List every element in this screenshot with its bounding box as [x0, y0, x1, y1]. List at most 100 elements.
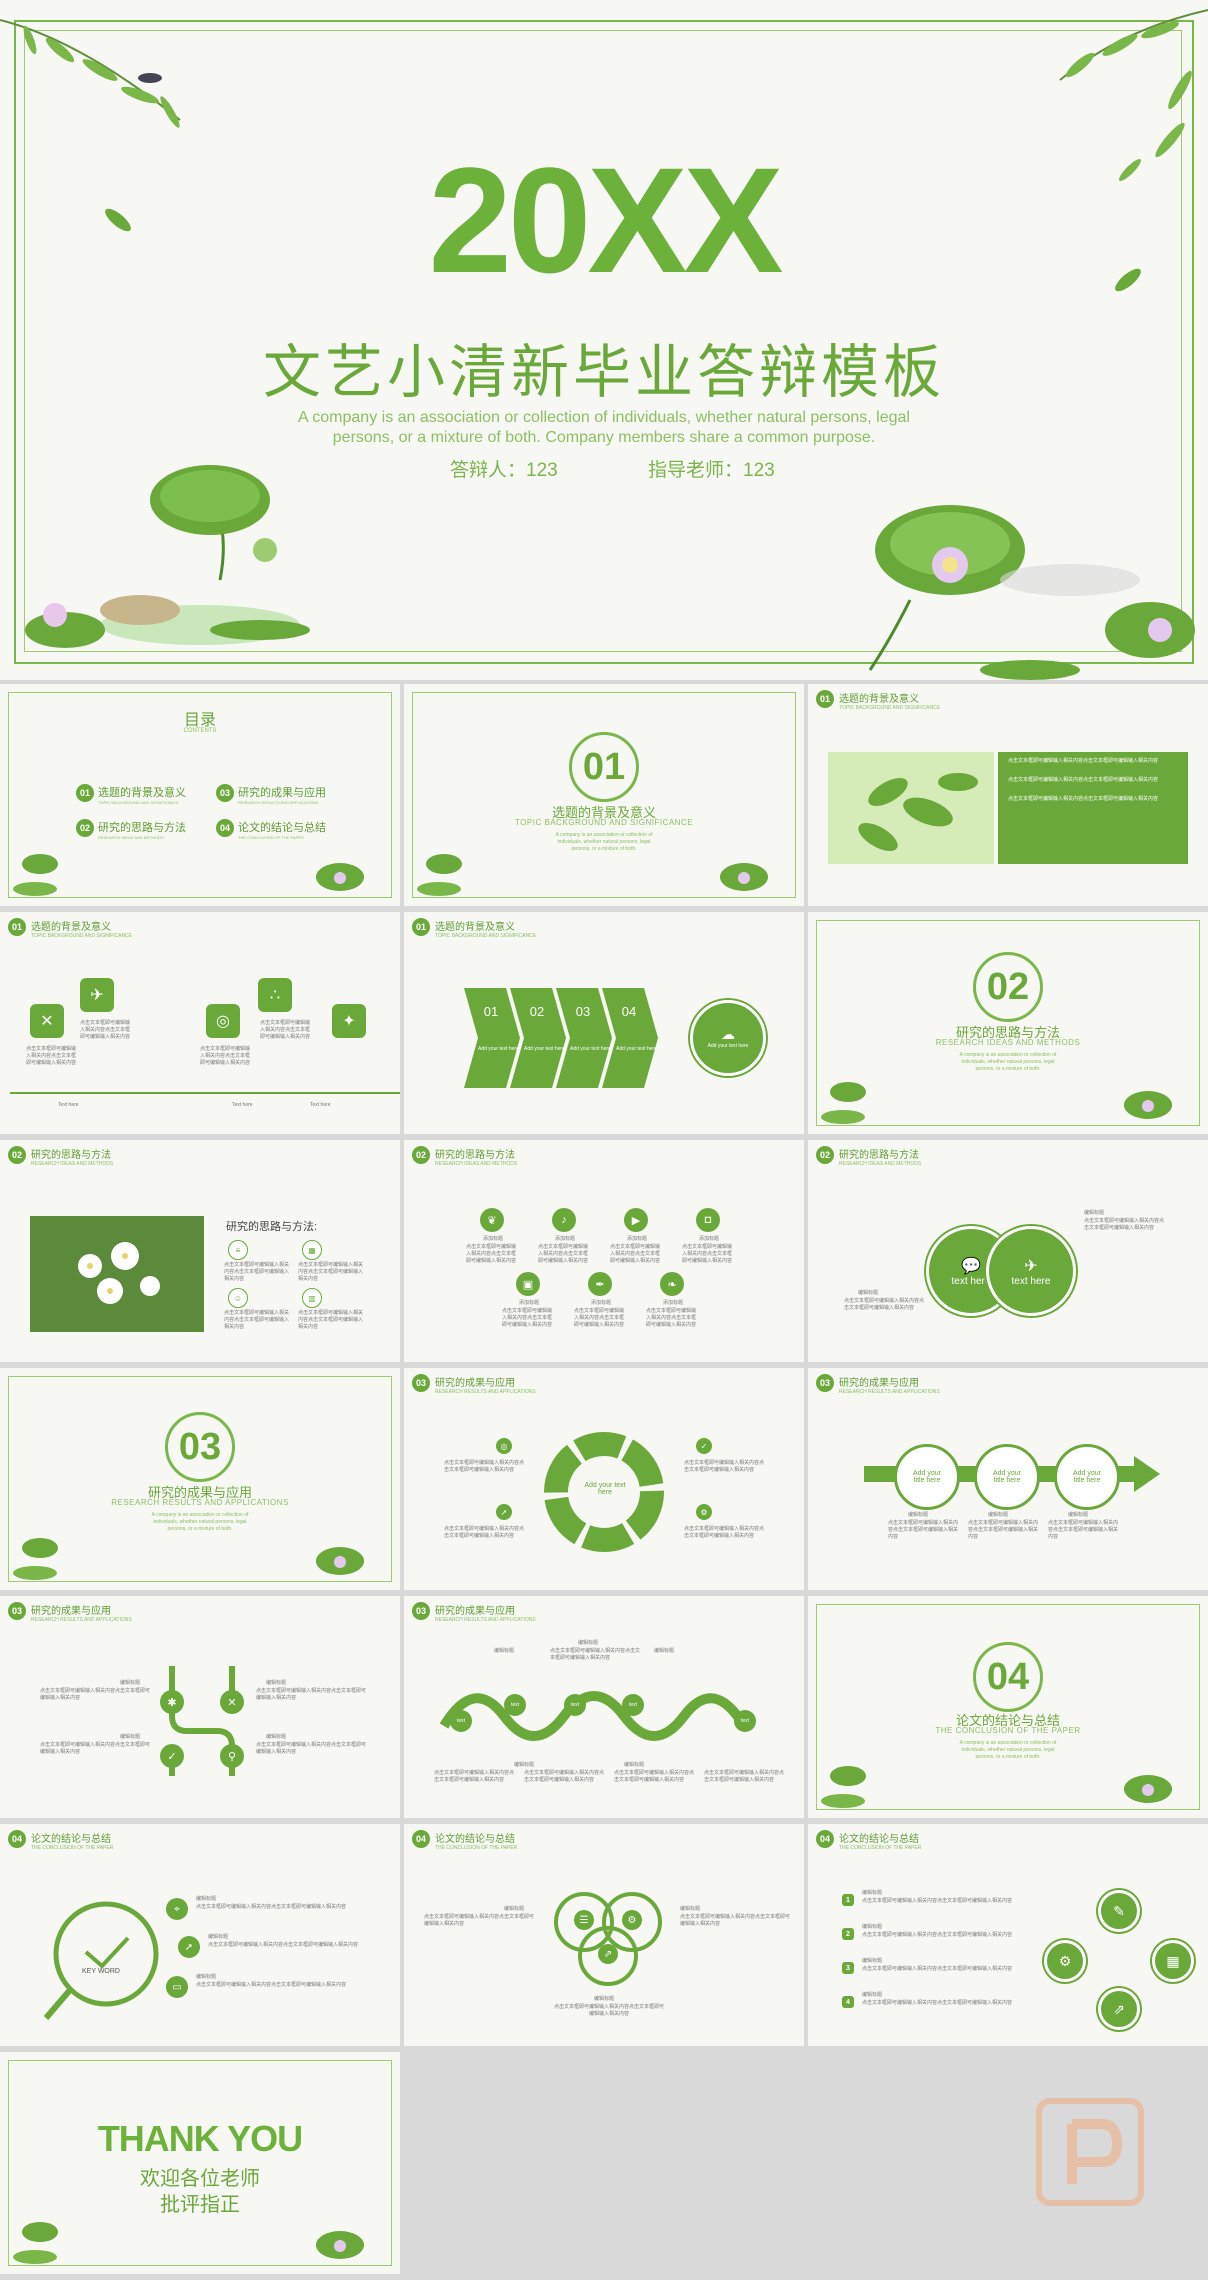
- leaves-photo: [828, 752, 994, 864]
- lotus-flower-illustration: [868, 505, 1195, 680]
- gear-icon: ⚙: [696, 1504, 712, 1520]
- leaf-icon: [1115, 268, 1141, 292]
- slide-header: 02 研究的思路与方法 RESEARCH IDEAS AND METHODS: [412, 1146, 517, 1167]
- magnifier-icon: [43, 1901, 159, 2020]
- content-slide[interactable]: 03 研究的成果与应用 RESEARCH RESULTS AND APPLICATI…: [404, 1596, 804, 1818]
- slide-header: 01 选题的背景及意义 TOPIC BACKGROUND AND SIGNIFICA…: [816, 690, 940, 711]
- cycle-ring: [544, 1432, 664, 1552]
- target-icon: ◎: [496, 1438, 512, 1454]
- search-icon: ⚲: [220, 1744, 244, 1768]
- plane-icon: ✈: [80, 978, 114, 1012]
- slide-border: [816, 1604, 1200, 1810]
- cover-slide[interactable]: 20XX 文艺小清新毕业答辩模板 A company is an associa…: [0, 0, 1208, 680]
- thank-you-slide[interactable]: THANK YOU 欢迎各位老师 批评指正: [0, 2052, 400, 2274]
- main-title: 文艺小清新毕业答辩模板: [262, 338, 945, 406]
- tools-icon: ✕: [30, 1004, 64, 1038]
- lotus-icon: [417, 854, 462, 896]
- section-number: 02: [973, 952, 1043, 1022]
- chat-icon: 💬: [961, 1257, 981, 1275]
- slide-border: [14, 20, 1194, 664]
- section-subtitle: THE CONCLUSION OF THE PAPER: [935, 1726, 1081, 1735]
- bug-icon: ✱: [160, 1690, 184, 1714]
- section-title: 论文的结论与总结: [955, 1713, 1060, 1728]
- toc-slide[interactable]: 目录 CONTENTS 01 选题的背景及意义 TOPIC BACKGROUND A…: [0, 684, 400, 906]
- drops-icon: ∴: [258, 978, 292, 1012]
- check-icon: ✓: [696, 1438, 712, 1454]
- life-ring-icon: ◎: [206, 1004, 240, 1038]
- video-icon: ▶: [624, 1208, 648, 1232]
- step-dot: text: [564, 1694, 586, 1716]
- content-slide[interactable]: 01 选题的背景及意义 TOPIC BACKGROUND AND SIGNIFICA…: [0, 912, 400, 1134]
- slide-header: 02 研究的思路与方法 RESEARCH IDEAS AND METHODS: [816, 1146, 921, 1167]
- content-slide[interactable]: 02 研究的思路与方法 RESEARCH IDEAS AND METHODS 研究的…: [0, 1140, 400, 1362]
- content-slide[interactable]: 03 研究的成果与应用 RESEARCH RESULTS AND APPLICATI…: [808, 1368, 1208, 1590]
- music-icon: ♪: [552, 1208, 576, 1232]
- method-title: 研究的思路与方法:: [226, 1221, 318, 1233]
- section-slide-04[interactable]: 04 论文的结论与总结 THE CONCLUSION OF THE PAPER …: [808, 1596, 1208, 1818]
- content-slide[interactable]: 02 研究的思路与方法 RESEARCH IDEAS AND METHODS 💬 te…: [808, 1140, 1208, 1362]
- cart-icon: ▣: [516, 1272, 540, 1296]
- content-slide[interactable]: 04 论文的结论与总结 THE CONCLUSION OF THE PAPER ☰ …: [404, 1824, 804, 2046]
- lotus-icon: [821, 1082, 866, 1124]
- lotus-icon: [13, 1538, 58, 1580]
- rocket-icon: ➚: [178, 1936, 200, 1958]
- content-slide[interactable]: 03 研究的成果与应用 RESEARCH RESULTS AND APPLICATI…: [0, 1596, 400, 1818]
- slide-header: 01 选题的背景及意义 TOPIC BACKGROUND AND SIGNIFICA…: [412, 918, 536, 939]
- thank-you-title: THANK YOU: [97, 2118, 303, 2159]
- leaf-icon: ❧: [660, 1272, 684, 1296]
- toc-item[interactable]: 03 研究的成果与应用 RESEARCH RESULTS AND APPLICATI…: [216, 784, 356, 805]
- section-slide-03[interactable]: 03 研究的成果与应用 RESEARCH RESULTS AND APPLICA…: [0, 1368, 400, 1590]
- content-slide[interactable]: 01 选题的背景及意义 TOPIC BACKGROUND AND SIGNIFICA…: [808, 684, 1208, 906]
- step-circle: Add your title here: [1054, 1444, 1120, 1510]
- cloud-icon: ☁: [721, 1026, 735, 1042]
- slide-border: [816, 920, 1200, 1126]
- subtitle: A company is an association or collectio…: [298, 409, 910, 446]
- stamp-logo-icon: [1036, 2098, 1144, 2206]
- content-slide[interactable]: 03 研究的成果与应用 RESEARCH RESULTS AND APPLICATI…: [404, 1368, 804, 1590]
- section-slide-02[interactable]: 02 研究的思路与方法 RESEARCH IDEAS AND METHODS A…: [808, 912, 1208, 1134]
- send-circle: ✈ text here: [986, 1226, 1076, 1316]
- section-number: 01: [569, 732, 639, 802]
- lotus-icon: [1124, 1775, 1172, 1803]
- wave-path: [439, 1691, 749, 1741]
- gear-icon: ⚙: [622, 1910, 642, 1930]
- section-desc: A company is an association or collectio…: [555, 832, 653, 852]
- step-dot: text: [450, 1710, 472, 1732]
- toc-item[interactable]: 01 选题的背景及意义 TOPIC BACKGROUND AND SIGNIFICA…: [76, 784, 216, 805]
- lotus-pond-illustration: [25, 465, 310, 648]
- step-dot: text: [734, 1710, 756, 1732]
- advisor-label: 指导老师：123: [648, 460, 775, 481]
- lotus-icon: [316, 1547, 364, 1575]
- slide-border: [412, 692, 796, 898]
- content-slide[interactable]: 04 论文的结论与总结 THE CONCLUSION OF THE PAPER KE…: [0, 1824, 400, 2046]
- pen-icon: ✎: [1098, 1890, 1140, 1932]
- content-slide[interactable]: 02 研究的思路与方法 RESEARCH IDEAS AND METHODS ❦ ♪…: [404, 1140, 804, 1362]
- cloud-circle: ☁ Add your text here: [690, 1000, 766, 1076]
- venn-circles: [554, 1892, 662, 1986]
- content-slide[interactable]: 01 选题的背景及意义 TOPIC BACKGROUND AND SIGNIFICA…: [404, 912, 804, 1134]
- slide-header: 04 论文的结论与总结 THE CONCLUSION OF THE PAPER: [412, 1830, 517, 1851]
- toc-subtitle: CONTENTS: [183, 728, 217, 734]
- section-number: 04: [973, 1642, 1043, 1712]
- lotus-icon: [13, 854, 58, 896]
- toc-item[interactable]: 02 研究的思路与方法 RESEARCH IDEAS AND METHODS: [76, 819, 216, 840]
- content-slide[interactable]: 04 论文的结论与总结 THE CONCLUSION OF THE PAPER 1 …: [808, 1824, 1208, 2046]
- feather-icon: ✒: [588, 1272, 612, 1296]
- leaf-icon: [105, 208, 131, 232]
- camera-icon: ◘: [696, 1208, 720, 1232]
- slide-inner-border: [24, 30, 1182, 652]
- step-dot: text: [622, 1694, 644, 1716]
- section-slide-01[interactable]: 01 选题的背景及意义 TOPIC BACKGROUND AND SIGNIFI…: [404, 684, 804, 906]
- section-desc: A company is an association or collectio…: [959, 1052, 1057, 1072]
- slide-header: 03 研究的成果与应用 RESEARCH RESULTS AND APPLICATI…: [412, 1374, 536, 1395]
- chevron-arrows: [464, 988, 658, 1088]
- section-subtitle: TOPIC BACKGROUND AND SIGNIFICANCE: [514, 818, 694, 827]
- text-panel: 点击文本框即可编辑输入相关内容点击文本框即可编辑输入相关内容 点击文本框即可编辑…: [998, 752, 1188, 864]
- thanks-line-1: 欢迎各位老师: [140, 2168, 260, 2190]
- rocket-icon: ➚: [496, 1504, 512, 1520]
- slide-border: [8, 692, 392, 898]
- section-desc: A company is an association or collectio…: [959, 1740, 1057, 1760]
- slide-header: 02 研究的思路与方法 RESEARCH IDEAS AND METHODS: [8, 1146, 113, 1167]
- step-circle: Add your title here: [894, 1444, 960, 1510]
- toc-item[interactable]: 04 论文的结论与总结 THE CONCLUSION OF THE PAPER: [216, 819, 356, 840]
